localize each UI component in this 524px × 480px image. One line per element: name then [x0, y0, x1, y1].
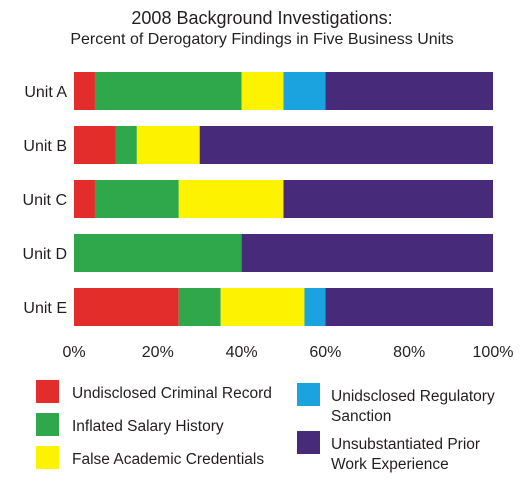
legend-swatch-unsubstantiated-prior-work-experience	[297, 431, 320, 454]
bar-unit-e-unsubstantiated-prior-work-experience	[325, 288, 493, 326]
bar-unit-e-inflated-salary-history	[178, 288, 221, 326]
bar-unit-b-false-academic-credentials	[136, 126, 200, 164]
legend-label: Unsubstantiated Prior	[331, 436, 480, 453]
legend-label: Unidsclosed Regulatory	[331, 388, 495, 405]
legend-swatch-false-academic-credentials	[36, 446, 59, 469]
legend-swatch-unidsclosed-regulatory-sanction	[297, 383, 320, 406]
bar-unit-a-undisclosed-criminal-record	[74, 72, 95, 110]
bar-unit-c-undisclosed-criminal-record	[74, 180, 95, 218]
bar-unit-d-unsubstantiated-prior-work-experience	[241, 234, 493, 272]
bar-unit-b-undisclosed-criminal-record	[74, 126, 116, 164]
legend-label: Undisclosed Criminal Record	[72, 385, 272, 402]
bar-unit-c-unsubstantiated-prior-work-experience	[283, 180, 493, 218]
bars-group	[74, 72, 493, 326]
bar-unit-a-unsubstantiated-prior-work-experience	[325, 72, 493, 110]
bar-unit-c-inflated-salary-history	[94, 180, 179, 218]
legend-swatch-inflated-salary-history	[36, 413, 59, 436]
bar-unit-b-inflated-salary-history	[115, 126, 137, 164]
x-tick-label: 60%	[309, 344, 341, 361]
bar-unit-b-unsubstantiated-prior-work-experience	[199, 126, 493, 164]
y-tick-label: Unit A	[24, 84, 67, 101]
x-tick-label: 40%	[226, 344, 258, 361]
x-axis: 0% 20% 40% 60% 80% 100%	[62, 344, 513, 361]
x-tick-label: 20%	[142, 344, 174, 361]
bar-unit-a-false-academic-credentials	[241, 72, 284, 110]
legend-swatch-undisclosed-criminal-record	[36, 380, 59, 403]
bar-unit-e-false-academic-credentials	[220, 288, 305, 326]
legend-label: Work Experience	[331, 456, 449, 473]
legend: Undisclosed Criminal Record Inflated Sala…	[36, 380, 495, 473]
y-tick-label: Unit D	[23, 246, 67, 263]
x-tick-label: 100%	[473, 344, 514, 361]
y-tick-label: Unit E	[23, 300, 67, 317]
bar-unit-e-unidsclosed-regulatory-sanction	[304, 288, 326, 326]
y-axis-labels: Unit A Unit B Unit C Unit D Unit E	[23, 84, 68, 317]
chart-subtitle: Percent of Derogatory Findings in Five B…	[70, 31, 454, 48]
bar-unit-a-inflated-salary-history	[94, 72, 242, 110]
bar-unit-e-undisclosed-criminal-record	[74, 288, 179, 326]
x-tick-label: 80%	[393, 344, 425, 361]
bar-unit-c-false-academic-credentials	[178, 180, 284, 218]
y-tick-label: Unit C	[23, 192, 67, 209]
bar-unit-a-unidsclosed-regulatory-sanction	[283, 72, 326, 110]
legend-label: Inflated Salary History	[72, 418, 224, 435]
chart-title: 2008 Background Investigations:	[131, 8, 393, 28]
legend-label: Sanction	[331, 408, 391, 425]
bar-unit-d-inflated-salary-history	[74, 234, 242, 272]
x-tick-label: 0%	[62, 344, 85, 361]
y-tick-label: Unit B	[23, 138, 67, 155]
legend-label: False Academic Credentials	[72, 451, 264, 468]
